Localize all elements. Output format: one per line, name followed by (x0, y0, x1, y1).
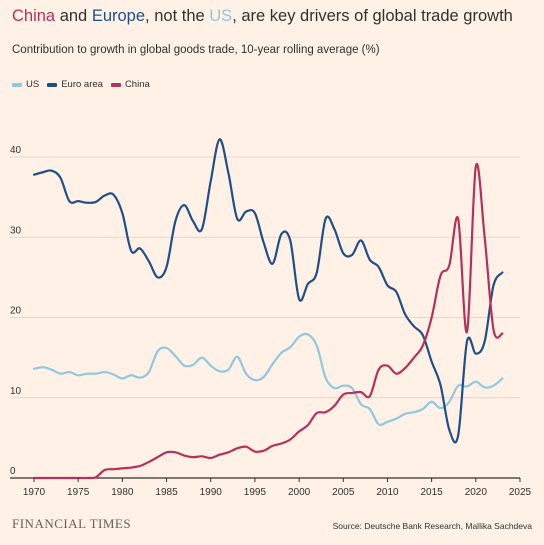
y-tick-label-30: 30 (10, 225, 22, 236)
y-tick-label-40: 40 (10, 145, 22, 156)
x-tick-label-2005: 2005 (332, 487, 355, 498)
title-part-4: US (209, 7, 233, 25)
legend-swatch-2 (110, 82, 121, 87)
x-tick-label-1985: 1985 (155, 487, 178, 498)
y-tick-label-10: 10 (10, 386, 22, 397)
legend-item-0: US (12, 79, 39, 90)
ft-brand: FINANCIAL TIMES (12, 516, 132, 531)
x-tick-label-1970: 1970 (23, 487, 46, 498)
legend-swatch-0 (12, 82, 22, 87)
x-tick-label-2010: 2010 (376, 487, 399, 498)
title-part-0: China (12, 7, 56, 25)
title-part-1: and (55, 7, 92, 25)
series-line-us (32, 332, 504, 426)
legend-swatch-1 (47, 82, 58, 87)
legend-label-0: US (26, 79, 40, 90)
chart-subtitle: Contribution to growth in global goods t… (12, 44, 380, 56)
x-tick-label-2015: 2015 (421, 487, 444, 498)
source-note: Source: Deutsche Bank Research, Mallika … (332, 521, 532, 531)
y-tick-label-0: 0 (10, 466, 16, 477)
title-part-5: , are key drivers of global trade growth (232, 7, 513, 25)
x-tick-label-1990: 1990 (200, 487, 223, 498)
title-part-3: , not the (145, 7, 210, 25)
x-tick-label-1995: 1995 (244, 487, 267, 498)
legend-label-2: China (124, 79, 150, 90)
x-tick-label-2000: 2000 (288, 487, 311, 498)
legend-label-1: Euro area (61, 79, 103, 90)
chart-title: China and Europe, not the US, are key dr… (12, 6, 513, 26)
x-tick-label-1975: 1975 (67, 487, 90, 498)
legend-item-2: China (110, 79, 150, 90)
x-tick-label-1980: 1980 (111, 487, 134, 498)
x-tick-label-2025: 2025 (509, 487, 532, 498)
series-line-china (32, 163, 504, 480)
x-tick-label-2020: 2020 (465, 487, 488, 498)
title-part-2: Europe (91, 7, 146, 25)
chart-legend: US Euro area China (12, 79, 150, 90)
series-line-euro-area (32, 138, 504, 444)
legend-item-1: Euro area (47, 79, 103, 90)
y-tick-label-20: 20 (10, 306, 22, 317)
